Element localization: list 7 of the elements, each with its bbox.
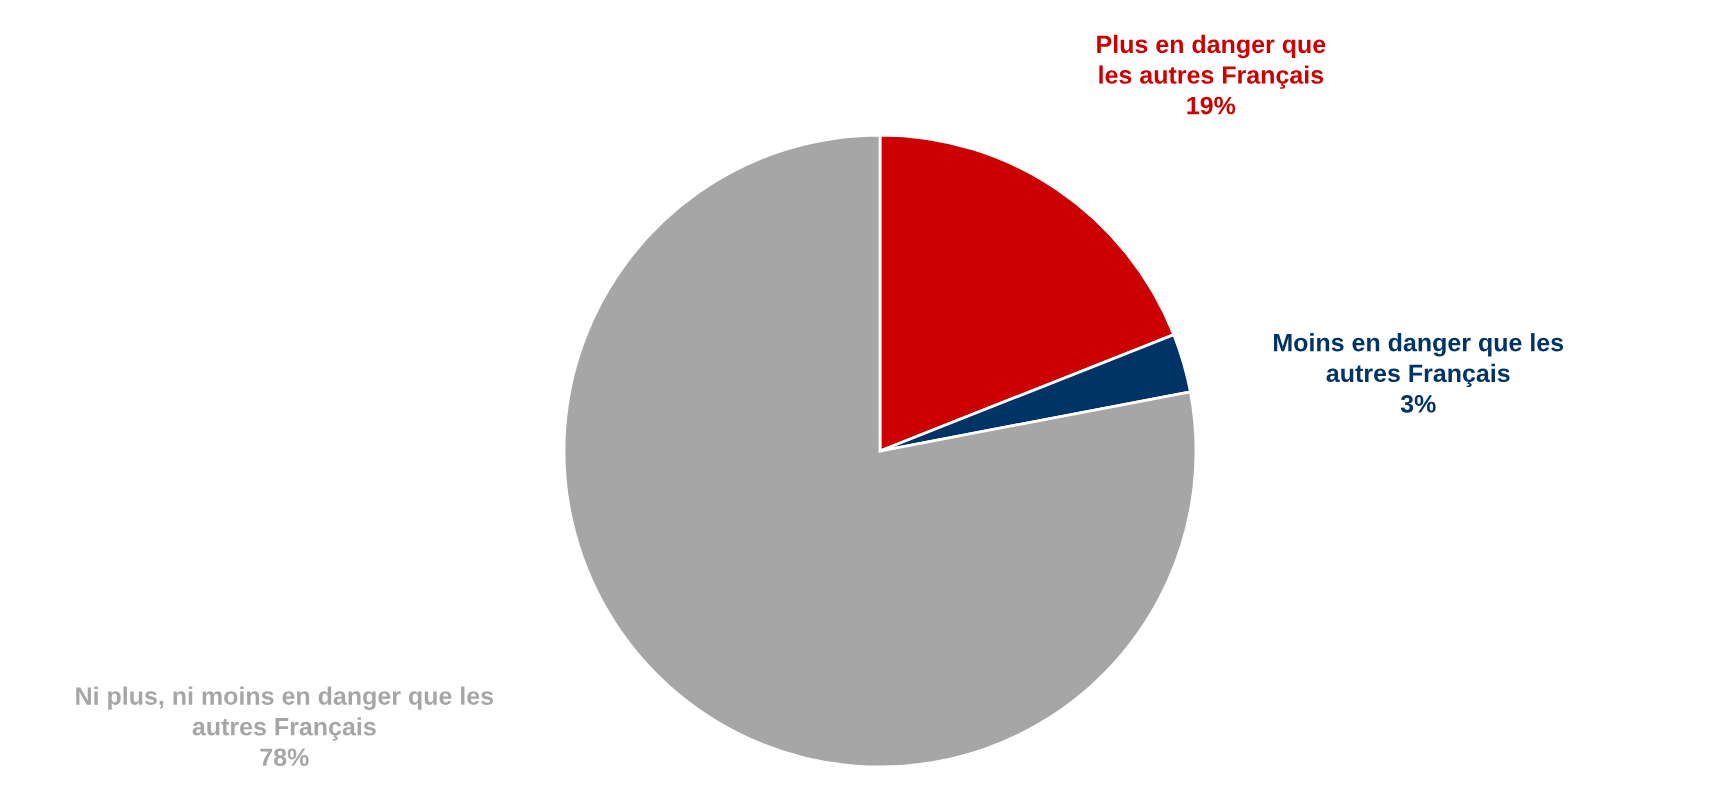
slice-label: Ni plus, ni moins en danger que les autres Français (76, 686, 494, 741)
slice-label: Moins en danger que les autres Français (1274, 333, 1564, 388)
data-label: 3% (1400, 394, 1436, 413)
slice-label: Plus en danger que les autres Français (1097, 34, 1326, 89)
data-label: 78% (260, 748, 309, 767)
pie-slice (562, 133, 1198, 769)
data-label: 19% (1187, 96, 1236, 115)
